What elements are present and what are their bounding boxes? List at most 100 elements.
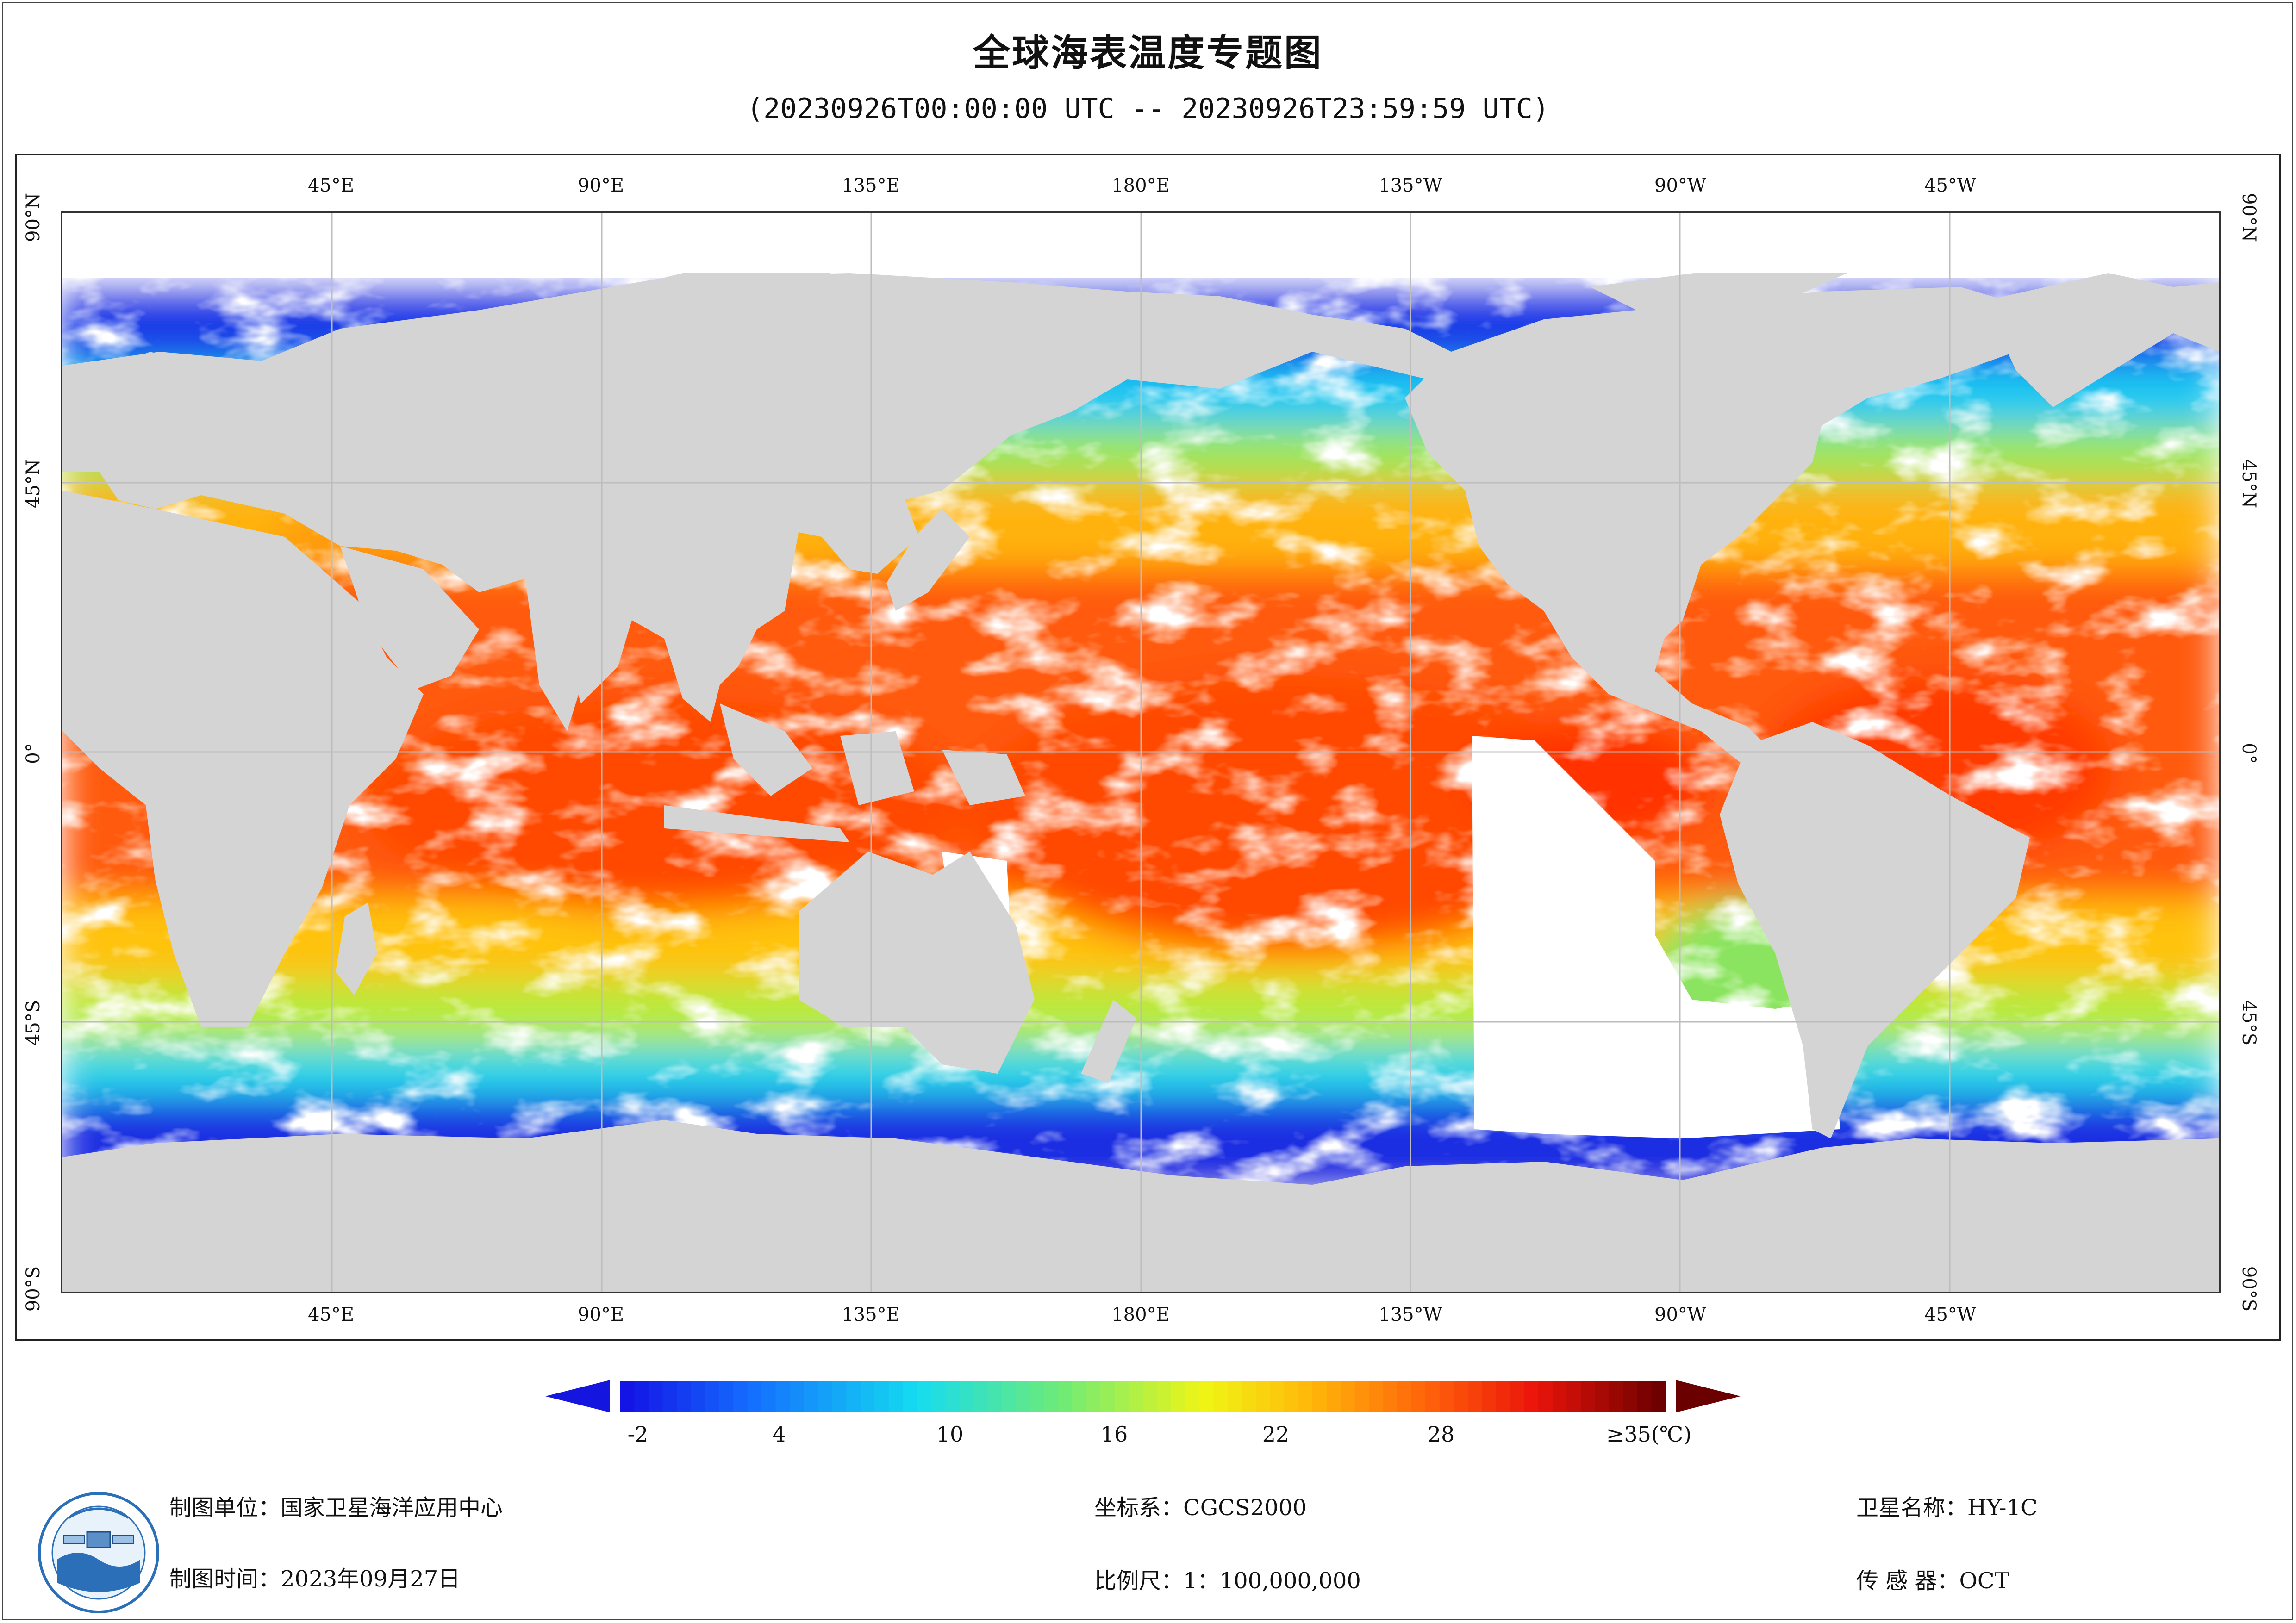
colorbar-cell <box>620 1381 635 1412</box>
colorbar-label-10: 10 <box>936 1422 964 1447</box>
time-range-subtitle: (20230926T00:00:00 UTC -- 20230926T23:59… <box>747 93 1549 125</box>
colorbar-cell <box>987 1381 1002 1412</box>
colorbar-cells <box>620 1381 1666 1412</box>
colorbar-cell <box>832 1381 847 1412</box>
colorbar-cell <box>1397 1381 1412 1412</box>
colorbar-label-neg2: -2 <box>627 1422 649 1447</box>
colorbar-cell <box>1157 1381 1172 1412</box>
colorbar-cell <box>1383 1381 1398 1412</box>
colorbar-cell <box>1029 1381 1045 1412</box>
colorbar-cell <box>917 1381 932 1412</box>
lon-tick-top-90e: 90°E <box>577 175 624 196</box>
lat-tick-right-90s: 90°S <box>2238 1266 2259 1312</box>
lon-tick-bottom-180e: 180°E <box>1111 1304 1170 1325</box>
lon-tick-top-180e: 180°E <box>1111 175 1170 196</box>
nsoas-logo-icon <box>38 1492 159 1613</box>
colorbar-cell <box>945 1381 960 1412</box>
colorbar-cell <box>1411 1381 1426 1412</box>
colorbar-cell <box>1482 1381 1497 1412</box>
colorbar-cell <box>1425 1381 1440 1412</box>
lon-tick-bottom-45w: 45°W <box>1924 1304 1977 1325</box>
colorbar-cell <box>1016 1381 1030 1412</box>
colorbar-cell <box>1242 1381 1256 1412</box>
colorbar-label-16: 16 <box>1100 1422 1128 1447</box>
colorbar-cell <box>1171 1381 1186 1412</box>
lon-tick-top-135e: 135°E <box>842 175 900 196</box>
colorbar-cell <box>1199 1381 1214 1412</box>
lon-tick-top-90w: 90°W <box>1654 175 1707 196</box>
colorbar-cell <box>1312 1381 1327 1412</box>
colorbar-cell <box>973 1381 988 1412</box>
lat-tick-right-0: 0° <box>2238 743 2259 764</box>
colorbar <box>545 1380 1741 1412</box>
lon-tick-bottom-45e: 45°E <box>307 1304 355 1325</box>
colorbar-cell <box>1270 1381 1285 1412</box>
colorbar-cell <box>1326 1381 1341 1412</box>
colorbar-label-max: ≥35(℃) <box>1606 1422 1692 1447</box>
colorbar-cell <box>804 1381 818 1412</box>
lat-tick-left-90s: 90°S <box>23 1266 44 1312</box>
colorbar-cell <box>931 1381 946 1412</box>
colorbar-cell <box>1185 1381 1200 1412</box>
colorbar-cell <box>1496 1381 1511 1412</box>
colorbar-cell <box>1086 1381 1101 1412</box>
colorbar-cell <box>1256 1381 1271 1412</box>
colorbar-cell <box>761 1381 776 1412</box>
colorbar-cell <box>1213 1381 1228 1412</box>
crs-label: 坐标系：CGCS2000 <box>1094 1495 1307 1521</box>
colorbar-cell <box>1044 1381 1059 1412</box>
colorbar-over-arrow <box>1676 1380 1741 1412</box>
colorbar-cell <box>1354 1381 1369 1412</box>
graticule <box>62 213 2219 1292</box>
colorbar-cell <box>1129 1381 1143 1412</box>
colorbar-cell <box>959 1381 974 1412</box>
colorbar-cell <box>1609 1381 1624 1412</box>
lon-tick-bottom-135e: 135°E <box>842 1304 900 1325</box>
colorbar-cell <box>1637 1381 1652 1412</box>
colorbar-cell <box>1439 1381 1454 1412</box>
colorbar-cell <box>677 1381 692 1412</box>
colorbar-cell <box>1623 1381 1638 1412</box>
sensor-label: 传 感 器：OCT <box>1856 1568 2009 1594</box>
map-frame <box>15 154 2281 1341</box>
colorbar-label-22: 22 <box>1262 1422 1290 1447</box>
colorbar-cell <box>733 1381 748 1412</box>
colorbar-cell <box>1524 1381 1539 1412</box>
colorbar-cell <box>903 1381 917 1412</box>
colorbar-under-arrow <box>545 1380 610 1412</box>
colorbar-cell <box>818 1381 833 1412</box>
colorbar-label-28: 28 <box>1427 1422 1455 1447</box>
colorbar-cell <box>1284 1381 1299 1412</box>
lon-tick-top-45w: 45°W <box>1924 175 1977 196</box>
scale-label: 比例尺：1：100,000,000 <box>1094 1568 1361 1594</box>
colorbar-cell <box>1538 1381 1553 1412</box>
colorbar-label-4: 4 <box>772 1422 786 1447</box>
lat-tick-right-90n: 90°N <box>2238 193 2259 242</box>
lat-tick-left-45s: 45°S <box>23 1000 44 1046</box>
lat-tick-left-45n: 45°N <box>23 459 44 508</box>
colorbar-cell <box>705 1381 720 1412</box>
colorbar-cell <box>1298 1381 1313 1412</box>
satellite-label: 卫星名称：HY-1C <box>1856 1495 2038 1521</box>
colorbar-cell <box>874 1381 889 1412</box>
sst-map <box>61 211 2221 1293</box>
colorbar-cell <box>775 1381 790 1412</box>
sst-map-canvas <box>62 213 2219 1292</box>
colorbar-cell <box>1566 1381 1581 1412</box>
colorbar-cell <box>888 1381 904 1412</box>
date-label: 制图时间：2023年09月27日 <box>169 1566 461 1592</box>
colorbar-cell <box>790 1381 805 1412</box>
colorbar-cell <box>1115 1381 1129 1412</box>
colorbar-cell <box>747 1381 762 1412</box>
lat-tick-left-0: 0° <box>23 743 44 764</box>
lon-tick-bottom-90w: 90°W <box>1654 1304 1707 1325</box>
lon-tick-bottom-135w: 135°W <box>1379 1304 1442 1325</box>
colorbar-cell <box>1228 1381 1242 1412</box>
colorbar-cell <box>662 1381 677 1412</box>
colorbar-cell <box>1058 1381 1073 1412</box>
colorbar-cell <box>1580 1381 1596 1412</box>
colorbar-cell <box>1595 1381 1610 1412</box>
lat-tick-left-90n: 90°N <box>23 193 44 242</box>
